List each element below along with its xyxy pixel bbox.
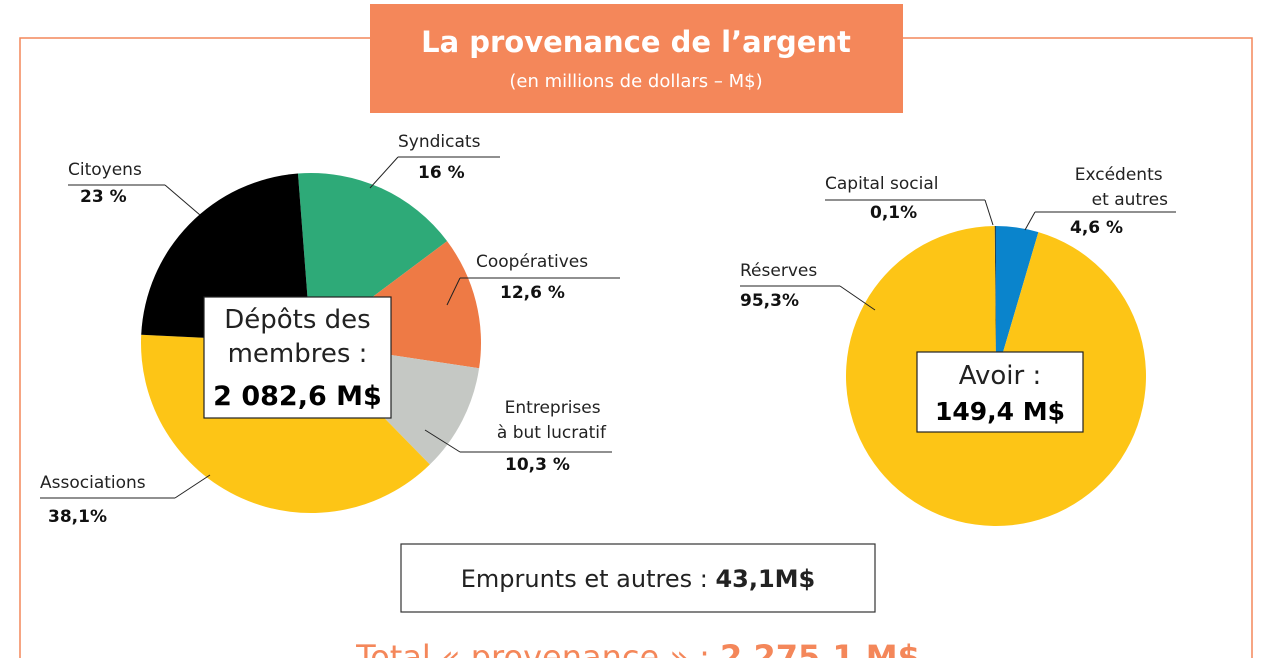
slice-value-label: 16 % <box>418 163 465 183</box>
center-label: membres : <box>228 339 368 369</box>
slice-value-label: 12,6 % <box>500 283 565 303</box>
center-value: 149,4 M$ <box>935 397 1065 426</box>
slice-label: Réserves <box>740 261 817 281</box>
leader-line <box>164 184 201 216</box>
title-box <box>370 4 903 113</box>
total-label: Total « provenance » : <box>355 638 710 658</box>
title: La provenance de l’argent <box>421 25 851 59</box>
slice-label: Syndicats <box>398 132 481 152</box>
center-label: Avoir : <box>959 361 1042 391</box>
slice-label: Citoyens <box>68 160 142 180</box>
slice-label: Associations <box>40 473 146 493</box>
slice-value-label: 95,3% <box>740 291 799 311</box>
center-box <box>203 296 392 419</box>
leader-line <box>369 156 399 189</box>
center-label: Dépôts des <box>224 305 370 335</box>
total-value: 2 275,1 M$ <box>720 638 920 658</box>
center-box <box>916 351 1084 433</box>
loans-label: Emprunts et autres : <box>461 565 708 593</box>
center-value: 2 082,6 M$ <box>213 381 382 412</box>
leader-line <box>984 199 994 226</box>
loans-box <box>400 543 876 613</box>
slice-label: Entreprises à but lucratif <box>497 398 607 443</box>
total-text: Total « provenance » : 2 275,1 M$ <box>355 638 920 658</box>
leader-line <box>174 474 211 499</box>
subtitle: (en millions de dollars – M$) <box>509 71 762 92</box>
pies: Syndicats 16 % Coopératives 12,6 % Entrepris… <box>40 132 1176 527</box>
leader-line <box>424 429 461 453</box>
slice-value-label: 0,1% <box>870 203 917 223</box>
slice-value-label: 23 % <box>80 187 127 207</box>
leader-line <box>839 285 876 311</box>
leader-line <box>446 277 461 306</box>
slice-label: Capital social <box>825 174 938 194</box>
leader-line <box>1024 211 1036 231</box>
slice-value-label: 38,1% <box>48 507 107 527</box>
slice-label: Coopératives <box>476 252 588 272</box>
pie-slice <box>995 225 1039 376</box>
slice-label: Excédents et autres <box>1075 165 1168 210</box>
loans-value: 43,1M$ <box>715 565 815 593</box>
slice-value-label: 4,6 % <box>1070 218 1123 238</box>
pie-slice <box>994 226 996 376</box>
slice-value-label: 10,3 % <box>505 455 570 475</box>
loans-text: Emprunts et autres : 43,1M$ <box>461 565 816 593</box>
